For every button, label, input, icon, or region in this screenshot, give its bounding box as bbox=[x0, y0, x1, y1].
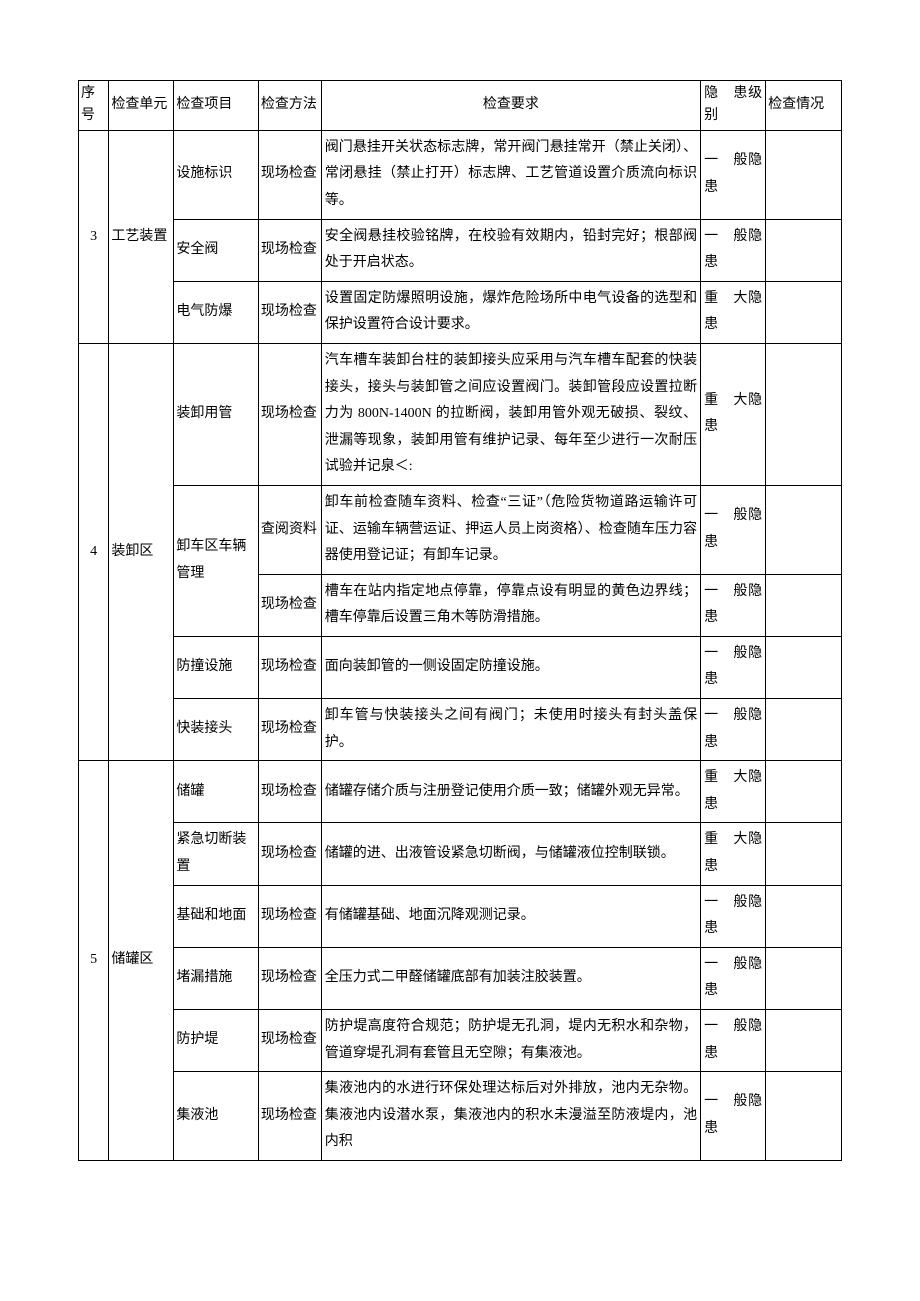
cell-method: 现场检查 bbox=[258, 636, 321, 698]
cell-req: 卸车前检查随车资料、检查“三证”（危险货物道路运输许可证、运输车辆营运证、押运人… bbox=[321, 485, 700, 574]
cell-item: 装卸用管 bbox=[174, 343, 259, 485]
page: 序号 检查单元 检查项目 检查方法 检查要求 隐 患级别 检查情况 3 工艺装置… bbox=[0, 0, 920, 1301]
cell-method: 现场检查 bbox=[258, 823, 321, 885]
cell-method: 现场检查 bbox=[258, 281, 321, 343]
cell-level: 一 般隐患 bbox=[701, 885, 766, 947]
cell-seq: 4 bbox=[79, 343, 109, 760]
cell-item: 基础和地面 bbox=[174, 885, 259, 947]
cell-method: 查阅资料 bbox=[258, 485, 321, 574]
cell-item: 快装接头 bbox=[174, 699, 259, 761]
table-row: 堵漏措施 现场检查 全压力式二甲醛储罐底部有加装注胶装置。 一 般隐患 bbox=[79, 947, 842, 1009]
table-row: 防撞设施 现场检查 面向装卸管的一侧设固定防撞设施。 一 般隐患 bbox=[79, 636, 842, 698]
col-header-check: 检查情况 bbox=[766, 81, 842, 131]
cell-check bbox=[766, 219, 842, 281]
col-header-unit: 检查单元 bbox=[109, 81, 174, 131]
cell-item: 集液池 bbox=[174, 1072, 259, 1161]
cell-check bbox=[766, 761, 842, 823]
cell-check bbox=[766, 574, 842, 636]
cell-level: 一 般隐患 bbox=[701, 1072, 766, 1161]
table-row: 集液池 现场检查 集液池内的水进行环保处理达标后对外排放，池内无杂物。集液池内设… bbox=[79, 1072, 842, 1161]
cell-unit: 储罐区 bbox=[109, 761, 174, 1161]
cell-level: 一 般隐患 bbox=[701, 636, 766, 698]
cell-method: 现场检查 bbox=[258, 1010, 321, 1072]
cell-req: 槽车在站内指定地点停靠，停靠点设有明显的黄色边界线；槽车停靠后设置三角木等防滑措… bbox=[321, 574, 700, 636]
cell-req: 防护堤高度符合规范；防护堤无孔洞，堤内无积水和杂物，管道穿堤孔洞有套管且无空隙；… bbox=[321, 1010, 700, 1072]
cell-check bbox=[766, 947, 842, 1009]
cell-check bbox=[766, 1072, 842, 1161]
cell-req: 阀门悬挂开关状态标志牌，常开阀门悬挂常开（禁止关闭）、常闭悬挂（禁止打开）标志牌… bbox=[321, 130, 700, 219]
cell-check bbox=[766, 885, 842, 947]
cell-unit: 工艺装置 bbox=[109, 130, 174, 343]
cell-level: 重 大隐患 bbox=[701, 761, 766, 823]
col-header-level: 隐 患级别 bbox=[701, 81, 766, 131]
cell-level: 一 般隐患 bbox=[701, 1010, 766, 1072]
cell-check bbox=[766, 130, 842, 219]
cell-check bbox=[766, 343, 842, 485]
cell-method: 现场检查 bbox=[258, 1072, 321, 1161]
cell-req: 面向装卸管的一侧设固定防撞设施。 bbox=[321, 636, 700, 698]
cell-req: 卸车管与快装接头之间有阀门；未使用时接头有封头盖保护。 bbox=[321, 699, 700, 761]
table-row: 紧急切断装置 现场检查 储罐的进、出液管设紧急切断阀，与储罐液位控制联锁。 重 … bbox=[79, 823, 842, 885]
cell-method: 现场检查 bbox=[258, 699, 321, 761]
cell-method: 现场检查 bbox=[258, 130, 321, 219]
col-header-item: 检查项目 bbox=[174, 81, 259, 131]
table-row: 3 工艺装置 设施标识 现场检查 阀门悬挂开关状态标志牌，常开阀门悬挂常开（禁止… bbox=[79, 130, 842, 219]
cell-level: 重 大隐患 bbox=[701, 823, 766, 885]
cell-check bbox=[766, 823, 842, 885]
cell-level: 一 般隐患 bbox=[701, 574, 766, 636]
cell-level: 一 般隐患 bbox=[701, 130, 766, 219]
cell-req: 安全阀悬挂校验铭牌，在校验有效期内，铅封完好；根部阀处于开启状态。 bbox=[321, 219, 700, 281]
cell-item: 电气防爆 bbox=[174, 281, 259, 343]
cell-level: 一 般隐患 bbox=[701, 219, 766, 281]
cell-level: 重 大隐患 bbox=[701, 343, 766, 485]
cell-req: 集液池内的水进行环保处理达标后对外排放，池内无杂物。集液池内设潜水泵，集液池内的… bbox=[321, 1072, 700, 1161]
cell-method: 现场检查 bbox=[258, 343, 321, 485]
cell-method: 现场检查 bbox=[258, 885, 321, 947]
cell-level: 一 般隐患 bbox=[701, 699, 766, 761]
cell-check bbox=[766, 636, 842, 698]
cell-item: 堵漏措施 bbox=[174, 947, 259, 1009]
cell-item: 紧急切断装置 bbox=[174, 823, 259, 885]
inspection-table: 序号 检查单元 检查项目 检查方法 检查要求 隐 患级别 检查情况 3 工艺装置… bbox=[78, 80, 842, 1161]
table-row: 安全阀 现场检查 安全阀悬挂校验铭牌，在校验有效期内，铅封完好；根部阀处于开启状… bbox=[79, 219, 842, 281]
cell-check bbox=[766, 699, 842, 761]
table-row: 5 储罐区 储罐 现场检查 储罐存储介质与注册登记使用介质一致；储罐外观无异常。… bbox=[79, 761, 842, 823]
cell-seq: 3 bbox=[79, 130, 109, 343]
cell-seq: 5 bbox=[79, 761, 109, 1161]
cell-level: 一 般隐患 bbox=[701, 485, 766, 574]
cell-method: 现场检查 bbox=[258, 947, 321, 1009]
cell-item: 设施标识 bbox=[174, 130, 259, 219]
cell-req: 储罐的进、出液管设紧急切断阀，与储罐液位控制联锁。 bbox=[321, 823, 700, 885]
cell-item: 安全阀 bbox=[174, 219, 259, 281]
cell-level: 重 大隐患 bbox=[701, 281, 766, 343]
cell-check bbox=[766, 1010, 842, 1072]
table-header-row: 序号 检查单元 检查项目 检查方法 检查要求 隐 患级别 检查情况 bbox=[79, 81, 842, 131]
col-header-seq: 序号 bbox=[79, 81, 109, 131]
cell-method: 现场检查 bbox=[258, 574, 321, 636]
table-row: 电气防爆 现场检查 设置固定防爆照明设施，爆炸危险场所中电气设备的选型和保护设置… bbox=[79, 281, 842, 343]
cell-check bbox=[766, 485, 842, 574]
col-header-req: 检查要求 bbox=[321, 81, 700, 131]
cell-method: 现场检查 bbox=[258, 219, 321, 281]
cell-req: 全压力式二甲醛储罐底部有加装注胶装置。 bbox=[321, 947, 700, 1009]
table-row: 4 装卸区 装卸用管 现场检查 汽车槽车装卸台柱的装卸接头应采用与汽车槽车配套的… bbox=[79, 343, 842, 485]
cell-check bbox=[766, 281, 842, 343]
cell-req: 有储罐基础、地面沉降观测记录。 bbox=[321, 885, 700, 947]
table-row: 防护堤 现场检查 防护堤高度符合规范；防护堤无孔洞，堤内无积水和杂物，管道穿堤孔… bbox=[79, 1010, 842, 1072]
cell-item: 卸车区车辆管理 bbox=[174, 485, 259, 636]
cell-method: 现场检查 bbox=[258, 761, 321, 823]
cell-req: 汽车槽车装卸台柱的装卸接头应采用与汽车槽车配套的快装接头，接头与装卸管之间应设置… bbox=[321, 343, 700, 485]
cell-item: 防撞设施 bbox=[174, 636, 259, 698]
table-row: 卸车区车辆管理 查阅资料 卸车前检查随车资料、检查“三证”（危险货物道路运输许可… bbox=[79, 485, 842, 574]
cell-level: 一 般隐患 bbox=[701, 947, 766, 1009]
table-row: 基础和地面 现场检查 有储罐基础、地面沉降观测记录。 一 般隐患 bbox=[79, 885, 842, 947]
cell-req: 储罐存储介质与注册登记使用介质一致；储罐外观无异常。 bbox=[321, 761, 700, 823]
cell-unit: 装卸区 bbox=[109, 343, 174, 760]
cell-item: 防护堤 bbox=[174, 1010, 259, 1072]
cell-req: 设置固定防爆照明设施，爆炸危险场所中电气设备的选型和保护设置符合设计要求。 bbox=[321, 281, 700, 343]
col-header-method: 检查方法 bbox=[258, 81, 321, 131]
cell-item: 储罐 bbox=[174, 761, 259, 823]
table-row: 快装接头 现场检查 卸车管与快装接头之间有阀门；未使用时接头有封头盖保护。 一 … bbox=[79, 699, 842, 761]
